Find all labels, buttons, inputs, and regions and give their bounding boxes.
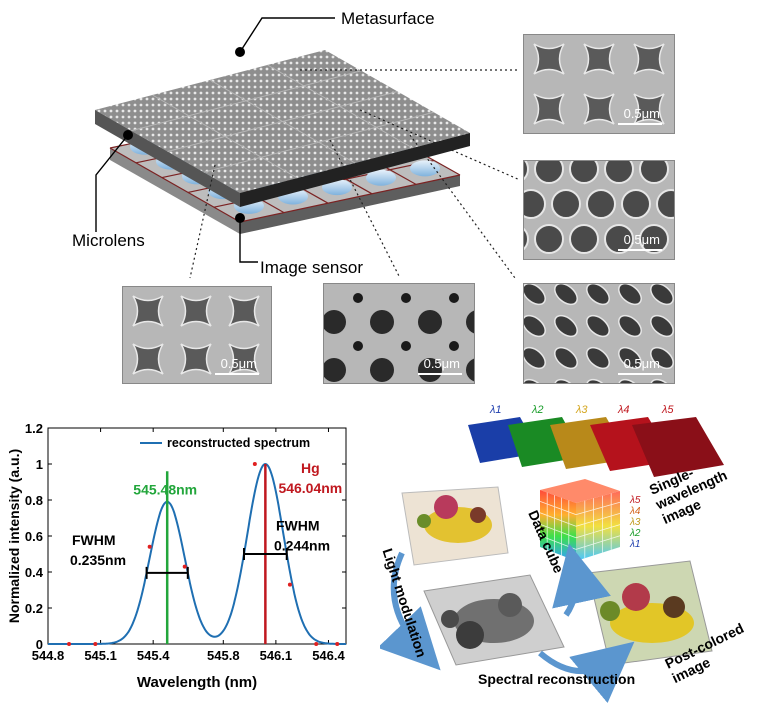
cube-lambda-label: λ4 [629, 506, 641, 517]
cube-lambda-label: λ5 [629, 495, 641, 506]
sample-point [147, 544, 152, 549]
chart-xlabel: Wavelength (nm) [137, 674, 257, 691]
sample-point [314, 642, 319, 646]
lambda-label: λ2 [531, 404, 544, 416]
scale-bar-label: 0.5μm [623, 356, 660, 371]
fwhm-value: 0.244nm [274, 538, 330, 554]
scale-bar-label: 0.5μm [423, 356, 460, 371]
marker-label-green: 545.48nm [133, 482, 197, 498]
microlens [410, 160, 440, 177]
cube-arrow [552, 543, 611, 617]
sem-panel-holes-dense: 0.5μm [523, 160, 675, 260]
metasurface-pointer-dot [235, 47, 245, 57]
scale-bar [618, 249, 662, 251]
data-cube [539, 479, 621, 561]
metasurface-label: Metasurface [341, 9, 435, 28]
scale-bar [618, 373, 662, 375]
scale-bar [418, 373, 462, 375]
sample-point [67, 642, 72, 646]
y-tick-label: 0 [36, 637, 43, 652]
sample-point [182, 564, 187, 569]
cube-lambda-label: λ3 [629, 517, 641, 528]
sem-image [524, 161, 674, 259]
scale-bar [618, 123, 662, 125]
y-tick-label: 0.8 [25, 493, 43, 508]
fwhm-value: 0.235nm [70, 552, 126, 568]
sample-point [93, 642, 98, 646]
sem-image [123, 287, 271, 383]
spectral-reconstruction-label: Spectral reconstruction [478, 671, 635, 687]
y-tick-label: 1.2 [25, 421, 43, 436]
cube-lambda-label: λ2 [629, 528, 641, 539]
y-tick-label: 1 [36, 457, 43, 472]
scale-bar [215, 373, 259, 375]
chart-legend: reconstructed spectrum [140, 436, 310, 450]
sem-image [524, 35, 674, 133]
microlens-pointer-dot [123, 130, 133, 140]
chart-ylabel: Normalized intensity (a.u.) [6, 449, 22, 623]
y-tick-label: 0.4 [25, 565, 44, 580]
marker-label-red: 546.04nm [278, 480, 342, 496]
lambda-label: λ3 [575, 404, 588, 416]
sem-panel-crosses-small: 0.5μm [122, 286, 272, 384]
scale-bar-label: 0.5μm [623, 232, 660, 247]
x-tick-label: 545.8 [207, 648, 240, 663]
post-colored-photo [587, 560, 713, 666]
lambda-label: λ4 [617, 404, 630, 416]
x-tick-label: 546.4 [312, 648, 345, 663]
x-tick-label: 544.8 [32, 648, 65, 663]
microlens [366, 169, 396, 186]
spectral-reconstruction-arrow [538, 641, 635, 704]
y-tick-label: 0.2 [25, 601, 43, 616]
sem-panel-crosses: 0.5μm [523, 34, 675, 134]
grayscale-raw-image [423, 574, 565, 666]
lambda-label: λ1 [489, 404, 502, 416]
fwhm-title: FWHM [276, 518, 320, 534]
sample-point [287, 582, 292, 587]
colored-input-photo [401, 486, 509, 566]
legend-label: reconstructed spectrum [167, 436, 310, 450]
light-modulation-arrow [380, 551, 441, 671]
scale-bar-label: 0.5μm [623, 106, 660, 121]
y-tick-label: 0.6 [25, 529, 43, 544]
sem-panel-ellipses: 0.5μm [523, 283, 675, 384]
microlens-label: Microlens [72, 231, 145, 250]
spectrum-chart: 0 0.2 0.4 0.6 0.8 1 1.2 544.8 545.1 545.4 545.8 546… [6, 421, 347, 691]
fwhm-title: FWHM [72, 532, 116, 548]
wavelength-slices [468, 417, 724, 477]
reconstructed-spectrum-line [48, 462, 346, 645]
sem-image [324, 284, 474, 383]
image-sensor-label: Image sensor [260, 258, 363, 277]
cube-lambda-label: λ1 [629, 539, 640, 550]
marker-label-hg: Hg [301, 460, 320, 476]
sem-panel-holes-mixed: 0.5μm [323, 283, 475, 384]
lambda-label: λ5 [661, 404, 674, 416]
sample-point [335, 642, 340, 646]
sample-point [252, 462, 257, 466]
sem-image [524, 284, 674, 383]
metasurface-device-diagram: Metasurface Microlens Image sensor [72, 9, 521, 279]
sensor-pointer-dot [235, 213, 245, 223]
x-tick-label: 546.1 [260, 648, 293, 663]
x-tick-label: 545.4 [137, 648, 170, 663]
x-tick-label: 545.1 [84, 648, 117, 663]
scale-bar-label: 0.5μm [220, 356, 257, 371]
